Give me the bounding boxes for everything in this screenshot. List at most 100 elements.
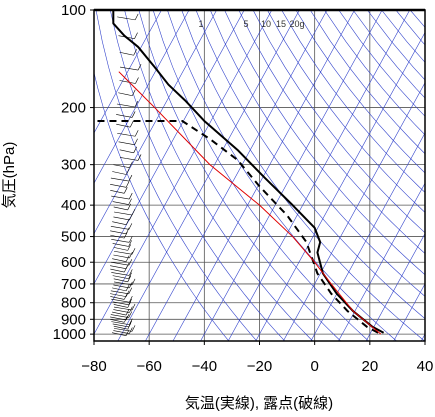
wind-barb-flag bbox=[125, 181, 130, 188]
wind-barb bbox=[116, 123, 131, 128]
isotherm-line bbox=[227, 10, 411, 341]
dry-adiabat-line bbox=[309, 10, 425, 155]
wind-barb-flag bbox=[131, 278, 136, 286]
wind-barb-flag bbox=[129, 269, 133, 276]
wind-barb bbox=[118, 92, 133, 97]
wind-barb-flag bbox=[128, 311, 133, 318]
dry-adiabat-line bbox=[152, 10, 369, 341]
wind-barb-flag bbox=[137, 154, 142, 161]
wind-barb bbox=[111, 298, 130, 303]
dry-adiabat-line bbox=[209, 10, 425, 297]
isotherm-line bbox=[393, 283, 425, 341]
x-tick-label: −40 bbox=[192, 358, 217, 375]
wind-barb bbox=[110, 293, 127, 297]
wind-barb bbox=[113, 278, 128, 283]
wind-barb-flag bbox=[127, 301, 132, 308]
wind-barb bbox=[110, 190, 125, 194]
wind-barb bbox=[113, 309, 130, 313]
wind-barb-flag bbox=[135, 77, 139, 84]
wind-barb-flag bbox=[131, 89, 136, 96]
wind-barb bbox=[110, 265, 127, 269]
isotherm-line bbox=[420, 333, 425, 341]
wind-barb bbox=[112, 323, 129, 328]
wind-barb bbox=[112, 275, 129, 279]
isotherm-line bbox=[117, 10, 300, 341]
mixing-ratio-label: 5 bbox=[243, 19, 248, 29]
dry-adiabat-line bbox=[167, 10, 397, 341]
wind-barb bbox=[110, 226, 129, 230]
parcel-line bbox=[118, 71, 382, 335]
wind-barb-flag bbox=[131, 111, 136, 118]
y-tick-label: 500 bbox=[61, 229, 86, 246]
wind-barb-flag bbox=[127, 203, 131, 211]
wind-barb-flag bbox=[125, 227, 130, 234]
y-tick-label: 200 bbox=[61, 100, 86, 117]
wind-barb bbox=[110, 234, 125, 239]
wind-barb bbox=[113, 164, 130, 168]
wind-barb-flag bbox=[128, 240, 132, 247]
wind-barb bbox=[110, 261, 129, 266]
dry-adiabat-line bbox=[252, 10, 425, 234]
x-tick-label: −60 bbox=[136, 358, 161, 375]
wind-barb bbox=[110, 314, 129, 318]
dry-adiabat-line bbox=[195, 10, 425, 319]
wind-barb bbox=[114, 250, 133, 255]
x-tick-label: −80 bbox=[81, 358, 106, 375]
wind-barb-flag bbox=[134, 138, 138, 145]
wind-barb-flag bbox=[129, 161, 133, 168]
isotherm-line bbox=[255, 31, 425, 341]
wind-barb-flag bbox=[131, 208, 136, 216]
wind-barb bbox=[113, 216, 130, 221]
mixing-ratio-label: 1 bbox=[198, 19, 203, 29]
wind-barb bbox=[117, 16, 136, 21]
wind-barb bbox=[116, 103, 135, 108]
y-tick-label: 1000 bbox=[53, 326, 86, 343]
wind-barb-flag bbox=[128, 259, 133, 266]
wind-barb-flag bbox=[129, 251, 133, 259]
wind-barb bbox=[113, 247, 128, 251]
wind-barb-flag bbox=[134, 32, 138, 39]
wind-barb bbox=[112, 221, 127, 226]
isotherm-line bbox=[310, 132, 425, 341]
wind-barb bbox=[119, 149, 134, 154]
wind-barb bbox=[110, 296, 125, 300]
wind-barb-flag bbox=[129, 296, 133, 303]
wind-barb-flag bbox=[134, 130, 139, 137]
dry-adiabat-line bbox=[267, 10, 425, 213]
wind-barb bbox=[120, 66, 139, 71]
wind-barb-flag bbox=[129, 327, 133, 334]
wind-barb bbox=[117, 132, 136, 137]
wind-barb bbox=[120, 157, 139, 161]
wind-barb-flag bbox=[125, 255, 130, 262]
wind-barb bbox=[113, 306, 133, 311]
x-tick-label: −20 bbox=[247, 358, 272, 375]
wind-barb-flag bbox=[129, 236, 133, 243]
wind-barb-flag bbox=[128, 192, 133, 200]
wind-barb bbox=[119, 80, 136, 84]
wind-barb-flag bbox=[128, 198, 132, 205]
wind-barb-flag bbox=[123, 187, 128, 194]
isotherm-line bbox=[94, 10, 273, 335]
wind-barb-flag bbox=[134, 13, 139, 21]
dry-adiabat-line bbox=[424, 10, 425, 12]
y-tick-label: 600 bbox=[61, 254, 86, 271]
wind-barb bbox=[116, 114, 133, 118]
wind-barb-flag bbox=[128, 223, 133, 230]
wind-barb bbox=[112, 171, 127, 175]
wind-barb bbox=[111, 239, 130, 243]
wind-barb bbox=[112, 287, 127, 292]
dry-adiabat-line bbox=[295, 10, 425, 174]
wind-barb bbox=[113, 330, 130, 334]
wind-barb bbox=[112, 301, 129, 306]
wind-barb-flag bbox=[127, 275, 132, 282]
dry-adiabat-line bbox=[324, 10, 425, 136]
isotherm-line bbox=[94, 10, 245, 285]
wind-barb bbox=[113, 206, 128, 211]
wind-barb-flag bbox=[125, 262, 130, 269]
wind-barb bbox=[110, 268, 125, 273]
dry-adiabat-line bbox=[181, 10, 425, 341]
wind-barb-flag bbox=[128, 287, 133, 294]
wind-barb bbox=[113, 325, 128, 330]
wind-barb-flag bbox=[131, 248, 136, 255]
